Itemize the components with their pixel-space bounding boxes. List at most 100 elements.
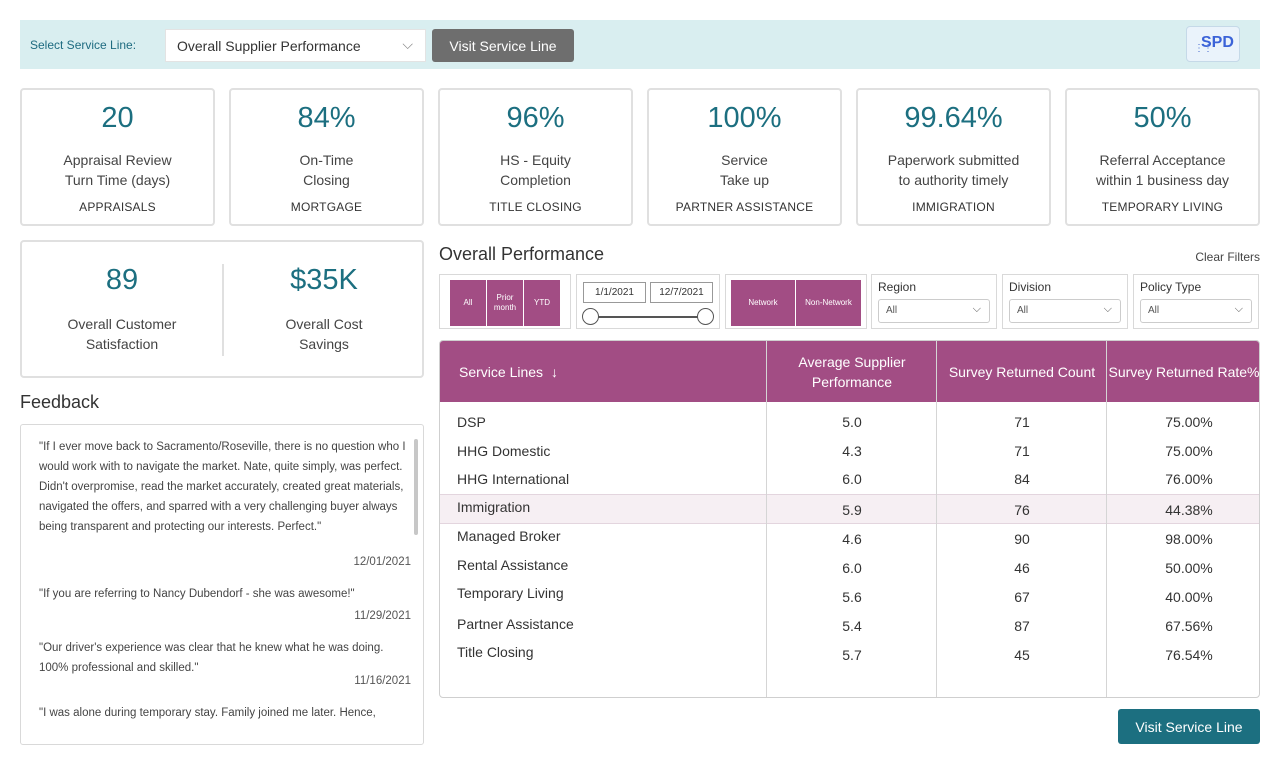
date-slider-track	[585, 316, 703, 318]
feedback-item-text: "If I ever move back to Sacramento/Rosev…	[39, 441, 406, 533]
service-lines-table: Service Lines ↓ Average Supplier Perform…	[439, 340, 1260, 698]
column-header-survey-count[interactable]: Survey Returned Count	[948, 363, 1096, 380]
overall-performance-title: Overall Performance	[439, 244, 605, 264]
cell-rate: 76.00%	[1165, 471, 1213, 487]
table-row[interactable]: Managed Broker 4.6 90 98.00%	[440, 522, 1259, 551]
top-bar: Select Service Line: Overall Supplier Pe…	[20, 20, 1260, 69]
column-divider	[1106, 341, 1107, 697]
service-line-select[interactable]: Overall Supplier Performance ⌵	[165, 29, 426, 62]
table-row[interactable]: Rental Assistance 6.0 46 50.00%	[440, 551, 1259, 580]
cell-average: 5.7	[842, 647, 862, 663]
cell-service-line: DSP	[457, 414, 486, 430]
satisfaction-savings-card: 89 Overall Customer Satisfaction $35K Ove…	[20, 240, 424, 378]
cell-count: 67	[1014, 589, 1030, 605]
card-divider	[222, 264, 224, 356]
feedback-item-date: 11/29/2021	[354, 610, 411, 622]
savings-value: $35K	[290, 264, 358, 296]
cell-average: 5.9	[842, 502, 862, 518]
network-button[interactable]: Network	[731, 280, 795, 326]
logo-dots-icon: ⋮⋮	[1194, 43, 1213, 54]
date-slider-start-handle[interactable]	[582, 308, 599, 325]
kpi-category: TITLE CLOSING	[489, 200, 582, 214]
division-filter: Division All ⌵	[1002, 274, 1128, 329]
visit-service-line-button[interactable]: Visit Service Line	[432, 29, 574, 62]
region-select[interactable]: All ⌵	[878, 299, 990, 323]
kpi-category: APPRAISALS	[79, 200, 156, 214]
chevron-down-icon: ⌵	[972, 303, 981, 315]
kpi-category: IMMIGRATION	[912, 200, 995, 214]
date-to-input[interactable]: 12/7/2021	[650, 282, 713, 303]
feedback-list[interactable]: "If I ever move back to Sacramento/Rosev…	[20, 424, 424, 745]
kpi-card-title-closing: 96% HS - Equity Completion TITLE CLOSING	[438, 88, 633, 226]
cell-service-line: Managed Broker	[457, 528, 561, 544]
date-slider-end-handle[interactable]	[697, 308, 714, 325]
cell-rate: 75.00%	[1165, 414, 1213, 430]
table-row[interactable]: DSP 5.0 71 75.00%	[440, 408, 1259, 437]
savings-label: Overall Cost Savings	[285, 316, 363, 352]
cell-average: 6.0	[842, 471, 862, 487]
table-row[interactable]: HHG International 6.0 84 76.00%	[440, 465, 1259, 494]
cell-count: 76	[1014, 502, 1030, 518]
cell-rate: 50.00%	[1165, 560, 1213, 576]
feedback-item-text: "If you are referring to Nancy Dubendorf…	[39, 588, 355, 600]
date-from-input[interactable]: 1/1/2021	[583, 282, 646, 303]
cell-average: 5.6	[842, 589, 862, 605]
policy-type-select[interactable]: All ⌵	[1140, 299, 1252, 323]
kpi-label: Appraisal Review Turn Time (days)	[63, 152, 172, 188]
chevron-down-icon: ⌵	[402, 36, 413, 52]
table-row-highlight-bg	[440, 494, 1259, 524]
period-ytd-button[interactable]: YTD	[524, 280, 560, 326]
chevron-down-icon: ⌵	[1103, 303, 1112, 315]
period-all-button[interactable]: All	[450, 280, 486, 326]
table-row[interactable]: HHG Domestic 4.3 71 75.00%	[440, 437, 1259, 466]
spd-logo: ⋮⋮ SPD	[1186, 26, 1240, 62]
table-row[interactable]: Temporary Living 5.6 67 40.00%	[440, 579, 1259, 608]
cell-count: 71	[1014, 443, 1030, 459]
cell-count: 90	[1014, 531, 1030, 547]
table-row[interactable]: Title Closing 5.7 45 76.54%	[440, 638, 1259, 667]
feedback-item-date: 11/16/2021	[354, 675, 411, 687]
cell-service-line: HHG International	[457, 471, 570, 487]
region-filter: Region All ⌵	[871, 274, 997, 329]
column-divider	[936, 341, 937, 697]
non-network-button[interactable]: Non-Network	[796, 280, 861, 326]
sort-arrow-down-icon: ↓	[551, 363, 559, 380]
cell-service-line: Title Closing	[457, 644, 534, 660]
division-select[interactable]: All ⌵	[1009, 299, 1121, 323]
division-select-value: All	[1017, 305, 1029, 316]
kpi-value: 99.64%	[904, 102, 1003, 134]
cell-rate: 75.00%	[1165, 443, 1213, 459]
service-line-select-value: Overall Supplier Performance	[177, 38, 361, 54]
column-header-survey-rate[interactable]: Survey Returned Rate%	[1108, 363, 1260, 380]
visit-service-line-button-bottom[interactable]: Visit Service Line	[1118, 709, 1260, 744]
csat-label: Overall Customer Satisfaction	[67, 316, 177, 352]
cell-average: 5.0	[842, 414, 862, 430]
period-filter-group: All Prior month YTD	[439, 274, 571, 329]
cell-count: 45	[1014, 647, 1030, 663]
logo-text: SPD	[1201, 34, 1234, 51]
cell-service-line: Rental Assistance	[457, 557, 569, 573]
cell-rate: 76.54%	[1165, 647, 1213, 663]
column-header-average-performance[interactable]: Average Supplier Performance	[798, 353, 906, 390]
cell-average: 5.4	[842, 618, 862, 634]
clear-filters-link[interactable]: Clear Filters	[1195, 250, 1260, 264]
kpi-label: On-Time Closing	[299, 152, 354, 188]
select-service-line-label: Select Service Line:	[30, 38, 137, 52]
kpi-value: 50%	[1133, 102, 1192, 134]
cell-average: 6.0	[842, 560, 862, 576]
kpi-value: 20	[101, 102, 134, 134]
cell-service-line: HHG Domestic	[457, 443, 551, 459]
feedback-scrollbar[interactable]	[414, 439, 418, 535]
kpi-card-temporary-living: 50% Referral Acceptance within 1 business…	[1065, 88, 1260, 226]
feedback-item-text: "I was alone during temporary stay. Fami…	[39, 707, 376, 719]
period-prior-month-button[interactable]: Prior month	[487, 280, 523, 326]
network-filter-group: Network Non-Network	[725, 274, 867, 329]
kpi-card-immigration: 99.64% Paperwork submitted to authority t…	[856, 88, 1051, 226]
table-row[interactable]: Partner Assistance 5.4 87 67.56%	[440, 610, 1259, 639]
table-row[interactable]: Immigration 5.9 76 44.38%	[440, 493, 1259, 522]
column-header-service-lines[interactable]: Service Lines ↓	[459, 363, 559, 380]
policy-type-filter-label: Policy Type	[1140, 280, 1202, 294]
feedback-item-text: "Our driver's experience was clear that …	[39, 642, 384, 674]
region-filter-label: Region	[878, 280, 917, 294]
cell-rate: 40.00%	[1165, 589, 1213, 605]
